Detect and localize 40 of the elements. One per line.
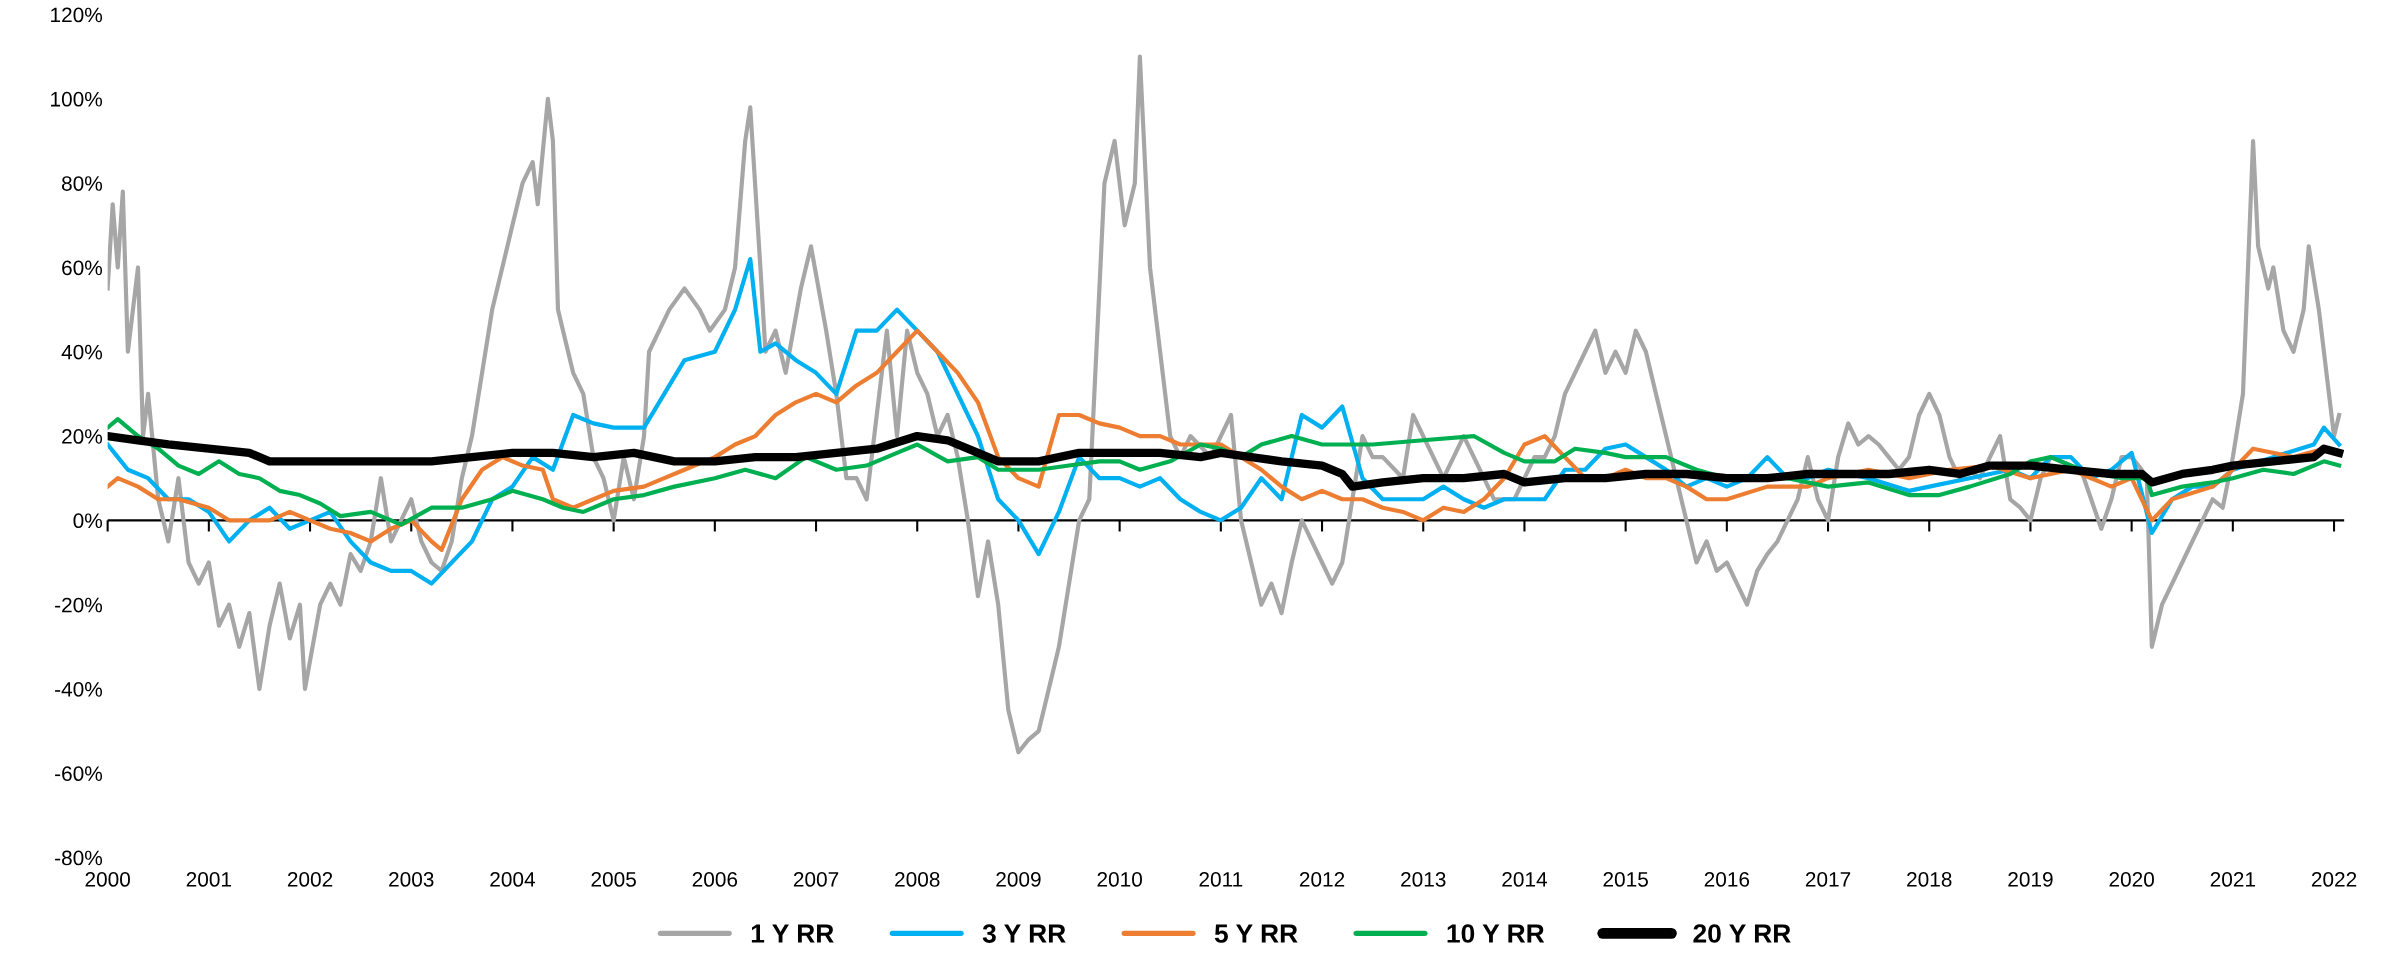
x-tick-label: 2016 bbox=[1704, 872, 1750, 887]
x-tick-label: 2013 bbox=[1401, 872, 1446, 887]
x-tick-label: 2012 bbox=[1299, 872, 1345, 887]
y-tick-label: 120% bbox=[51, 7, 103, 23]
legend-label: 5 Y RR bbox=[1214, 924, 1298, 943]
y-tick-label: -40% bbox=[55, 681, 103, 697]
y-tick-label: 20% bbox=[62, 429, 103, 444]
y-tick-label: 40% bbox=[61, 344, 103, 360]
x-tick-label: 2009 bbox=[996, 872, 1041, 887]
legend-label: 1 Y RR bbox=[751, 924, 834, 943]
x-tick-label: 2015 bbox=[1603, 872, 1648, 887]
x-tick-label: 2006 bbox=[692, 872, 738, 887]
y-tick-label: -20% bbox=[55, 597, 103, 613]
y-tick-label: 80% bbox=[61, 176, 103, 191]
x-tick-label: 2021 bbox=[2210, 872, 2255, 887]
x-tick-label: 2005 bbox=[591, 872, 636, 887]
x-tick-label: 2004 bbox=[490, 872, 536, 887]
y-tick-label: 60% bbox=[62, 260, 103, 276]
x-tick-label: 2018 bbox=[1907, 872, 1952, 887]
x-tick-label: 2000 bbox=[85, 872, 130, 887]
legend-label: 20 Y RR bbox=[1693, 924, 1791, 943]
x-tick-label: 2019 bbox=[2008, 872, 2053, 887]
x-tick-label: 2001 bbox=[186, 872, 231, 887]
y-tick-label: -80% bbox=[55, 850, 103, 866]
y-tick-label: -60% bbox=[55, 766, 103, 782]
legend-label: 10 Y RR bbox=[1447, 924, 1545, 943]
x-tick-label: 2017 bbox=[1805, 872, 1851, 887]
legend-label: 3 Y RR bbox=[982, 924, 1066, 943]
x-tick-label: 2007 bbox=[793, 872, 839, 887]
x-tick-label: 2010 bbox=[1097, 872, 1142, 887]
y-tick-label: 0% bbox=[73, 513, 103, 529]
line-series bbox=[107, 54, 2342, 755]
x-tick-label: 2014 bbox=[1502, 872, 1548, 887]
x-tick-label: 2008 bbox=[895, 872, 940, 887]
x-tick-label: 2002 bbox=[287, 872, 333, 887]
x-tick-label: 2011 bbox=[1199, 872, 1243, 887]
x-tick-label: 2022 bbox=[2311, 872, 2357, 887]
x-tick-label: 2003 bbox=[389, 872, 434, 887]
y-tick-label: 100% bbox=[51, 91, 103, 107]
x-tick-label: 2020 bbox=[2109, 872, 2154, 887]
